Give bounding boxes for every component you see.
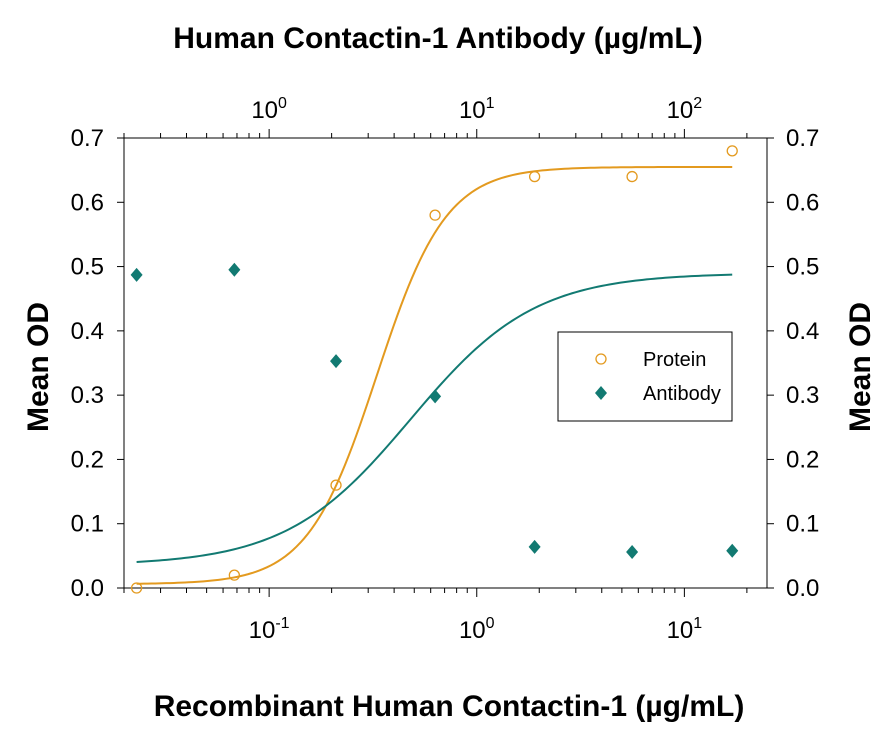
x-tick-label-bottom-base: 10	[249, 617, 276, 644]
legend-marker-antibody	[595, 386, 607, 400]
data-point-antibody	[528, 539, 541, 554]
legend-marker-protein	[595, 353, 607, 365]
top-axis-title: Human Contactin-1 Antibody (µg/mL)	[173, 22, 702, 55]
x-tick-label-bottom: 10-1	[249, 615, 290, 644]
data-points	[130, 145, 739, 594]
x-tick-label-bottom: 100	[459, 615, 495, 644]
fit-curve-protein	[136, 165, 733, 585]
x-tick-label-top-exponent: 2	[693, 95, 702, 112]
data-point-protein	[429, 209, 441, 221]
y-tick-label-left: 0.0	[71, 575, 104, 602]
y-axis-title-left: Mean OD	[22, 302, 55, 432]
x-tick-label-top-base: 10	[251, 97, 278, 124]
x-tick-label-bottom-base: 10	[667, 617, 694, 644]
x-tick-label-top: 102	[667, 95, 703, 124]
x-tick-label-bottom-exponent: 0	[486, 615, 495, 632]
data-point-protein	[228, 569, 240, 581]
x-tick-label-top-base: 10	[459, 97, 486, 124]
y-tick-label-right: 0.6	[786, 189, 819, 216]
data-point-antibody	[726, 543, 739, 558]
data-point-antibody	[330, 354, 343, 369]
y-tick-label-right: 0.4	[786, 318, 819, 345]
data-point-antibody	[429, 389, 442, 404]
x-axis-title: Recombinant Human Contactin-1 (µg/mL)	[154, 690, 745, 723]
data-point-antibody	[626, 545, 639, 559]
y-tick-label-right: 0.1	[786, 511, 819, 538]
y-tick-label-left: 0.5	[71, 254, 104, 281]
y-tick-label-left: 0.3	[71, 382, 104, 409]
y-tick-label-left: 0.6	[71, 189, 104, 216]
x-tick-label-bottom-base: 10	[459, 617, 486, 644]
y-tick-label-right: 0.0	[786, 575, 819, 602]
y-tick-label-right: 0.5	[786, 254, 819, 281]
data-point-protein	[528, 170, 541, 183]
x-tick-label-top: 101	[459, 95, 495, 124]
y-tick-label-left: 0.1	[71, 511, 104, 538]
legend: Protein Antibody	[557, 331, 733, 422]
y-tick-label-left: 0.7	[71, 125, 104, 152]
y-axis-title-right: Mean OD	[844, 302, 877, 432]
y-tick-label-right: 0.7	[786, 125, 819, 152]
legend-label-antibody: Antibody	[643, 383, 721, 405]
axis-ticks	[117, 129, 774, 597]
axis-tick-labels: 0.0 0.0 0.1 0.1 0.2 0.2 0.3 0.3 0.4 0.4 0.5 0.5 0.6 0…	[71, 95, 820, 644]
data-point-protein	[330, 479, 342, 491]
data-point-antibody	[130, 267, 143, 282]
data-point-protein	[726, 145, 738, 157]
data-point-antibody	[228, 262, 241, 277]
data-point-protein	[130, 582, 143, 594]
x-tick-label-bottom-exponent: -1	[275, 615, 289, 632]
x-tick-label-top: 100	[251, 95, 287, 124]
x-tick-label-bottom-exponent: 1	[693, 615, 702, 632]
legend-label-protein: Protein	[643, 349, 706, 371]
y-tick-label-right: 0.3	[786, 382, 819, 409]
plot-frame	[123, 137, 768, 589]
y-tick-label-right: 0.2	[786, 446, 819, 473]
x-tick-label-bottom: 101	[667, 615, 703, 644]
x-tick-label-top-base: 10	[667, 97, 694, 124]
y-tick-label-left: 0.4	[71, 318, 104, 345]
data-point-protein	[626, 170, 638, 183]
x-tick-label-top-exponent: 1	[486, 95, 495, 112]
x-tick-label-top-exponent: 0	[278, 95, 287, 112]
legend-box	[557, 331, 733, 422]
y-tick-label-left: 0.2	[71, 446, 104, 473]
